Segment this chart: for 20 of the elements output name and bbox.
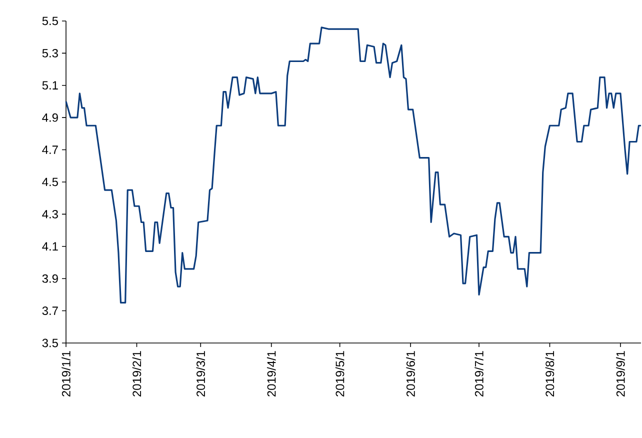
x-tick-label: 2019/1/1 bbox=[62, 351, 70, 396]
y-tick-label: 4.9 bbox=[42, 113, 58, 122]
x-tick-label: 2019/9/1 bbox=[616, 351, 625, 396]
x-tick-label: 2019/2/1 bbox=[132, 351, 142, 396]
y-tick-label: 4.1 bbox=[42, 242, 58, 250]
x-tick-label: 2019/3/1 bbox=[196, 351, 206, 396]
x-tick-label: 2019/6/1 bbox=[406, 351, 415, 396]
y-tick-label: 4.5 bbox=[42, 178, 58, 186]
y-tick-label: 3.5 bbox=[42, 338, 58, 348]
x-tick-label: 2019/7/1 bbox=[474, 351, 484, 396]
y-tick-label: 5.5 bbox=[42, 16, 58, 26]
y-tick-label: 3.7 bbox=[42, 306, 58, 316]
y-tick-label: 3.9 bbox=[42, 274, 58, 283]
y-tick-label: 4.7 bbox=[42, 146, 58, 154]
y-tick-label: 4.3 bbox=[42, 210, 58, 218]
x-tick-label: 2019/8/1 bbox=[545, 351, 554, 396]
x-tick-label: 2019/5/1 bbox=[335, 351, 344, 396]
x-tick-label: 2019/4/1 bbox=[266, 351, 276, 396]
y-tick-label: 5.1 bbox=[42, 81, 58, 90]
y-tick-label: 5.3 bbox=[42, 48, 58, 58]
